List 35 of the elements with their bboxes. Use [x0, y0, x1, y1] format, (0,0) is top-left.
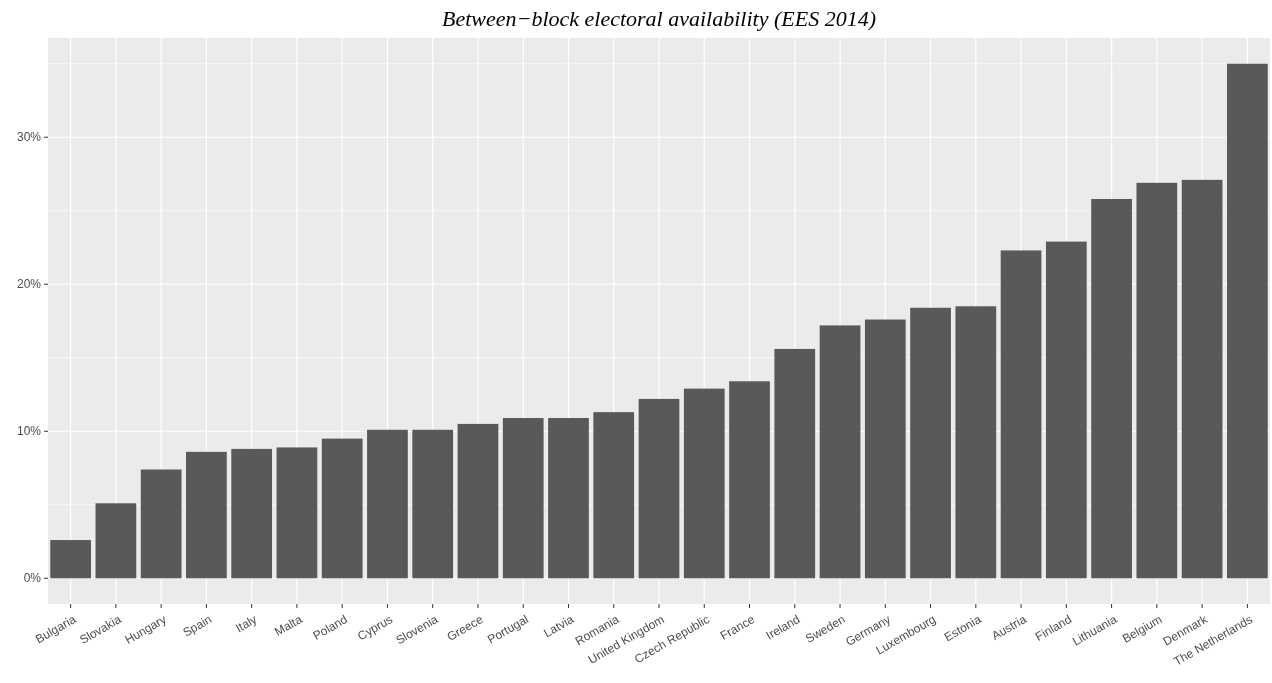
x-tick-label: Spain [180, 612, 215, 640]
x-tick-label: Italy [233, 612, 260, 636]
bar [1091, 198, 1132, 579]
bar [412, 429, 454, 579]
bar [1227, 63, 1268, 579]
x-tick-label: Malta [272, 611, 305, 639]
bar [276, 447, 318, 579]
bar [819, 325, 861, 579]
y-tick-label: 10% [16, 424, 42, 439]
y-tick-label: 0% [23, 571, 42, 586]
bar [910, 307, 951, 579]
bar [502, 418, 544, 579]
bar [729, 381, 770, 579]
bar [457, 423, 499, 579]
bar [955, 306, 997, 579]
y-tick-label: 30% [16, 130, 42, 145]
bar [140, 469, 182, 579]
bar [367, 429, 408, 579]
bar [864, 319, 906, 579]
bar [593, 412, 635, 579]
bar [548, 418, 589, 579]
bar [683, 388, 725, 579]
y-tick-label: 20% [16, 277, 42, 292]
bar [321, 438, 363, 579]
bar [95, 503, 137, 579]
bar [186, 451, 227, 579]
bar [638, 398, 680, 579]
bar [1045, 241, 1087, 579]
bar [774, 348, 816, 579]
bar [1181, 179, 1223, 579]
bar [1136, 182, 1178, 579]
bar [231, 448, 273, 579]
bar [1000, 250, 1042, 579]
chart-title: Between−block electoral availability (EES 2014) [442, 6, 876, 31]
bar [50, 540, 91, 579]
